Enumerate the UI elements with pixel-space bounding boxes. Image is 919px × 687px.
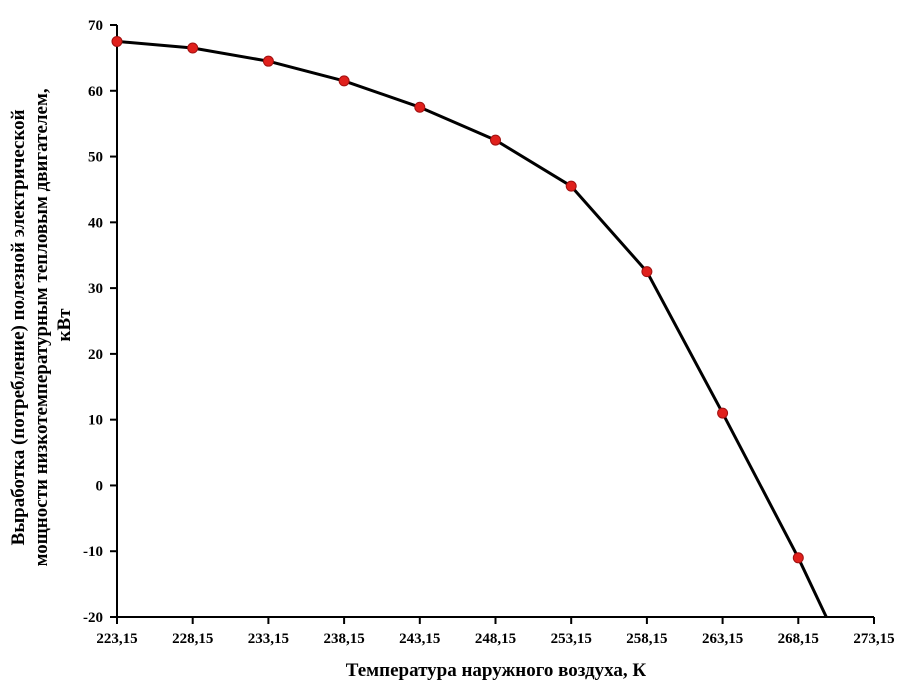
data-point: [565, 180, 577, 192]
y-axis-title: Выработка (потребление) полезной электри…: [8, 84, 75, 567]
y-tick-label: 40: [88, 215, 103, 231]
data-point: [187, 42, 199, 54]
data-point: [262, 55, 274, 67]
x-tick-label: 223,15: [96, 631, 137, 647]
data-point: [641, 266, 653, 278]
x-tick-label: 248,15: [475, 631, 516, 647]
data-point: [338, 75, 350, 87]
x-axis-title: Температура наружного воздуха, К: [346, 660, 647, 681]
data-point: [414, 101, 426, 113]
x-tick-label: 253,15: [551, 631, 592, 647]
y-axis-title-line-3: кВт: [54, 308, 75, 342]
y-tick-label: 50: [88, 150, 103, 166]
x-tick-label: 273,15: [853, 631, 894, 647]
y-tick-label: 70: [88, 18, 103, 34]
y-tick-label: -10: [83, 544, 103, 560]
y-tick-label: 0: [96, 478, 104, 494]
y-tick-label: -20: [83, 610, 103, 626]
x-tick-label: 243,15: [399, 631, 440, 647]
x-tick-label: 233,15: [248, 631, 289, 647]
data-point: [792, 552, 804, 564]
y-tick-label: 20: [88, 347, 103, 363]
x-tick-label: 258,15: [626, 631, 667, 647]
data-point: [717, 407, 729, 419]
x-tick-label: 268,15: [778, 631, 819, 647]
data-point: [111, 35, 123, 47]
y-axis-ticks: -20 -10 0 10 20 30 40 50 60 70: [83, 18, 117, 626]
y-axis-title-line-1: Выработка (потребление) полезной электри…: [8, 109, 29, 545]
data-point: [490, 134, 501, 146]
y-tick-label: 10: [88, 413, 103, 429]
axes: [116, 25, 874, 618]
series-line: [116, 39, 828, 618]
y-axis-title-line-2: мощности низкотемпературным тепловым дви…: [31, 88, 52, 566]
x-tick-label: 228,15: [172, 631, 213, 647]
data-series: [111, 35, 828, 618]
x-axis-ticks: 223,15 228,15 233,15 238,15 243,15 248,15 253,…: [96, 617, 895, 647]
x-tick-label: 238,15: [323, 631, 364, 647]
y-tick-label: 30: [88, 281, 103, 297]
y-tick-label: 60: [88, 84, 103, 100]
x-tick-label: 263,15: [702, 631, 743, 647]
